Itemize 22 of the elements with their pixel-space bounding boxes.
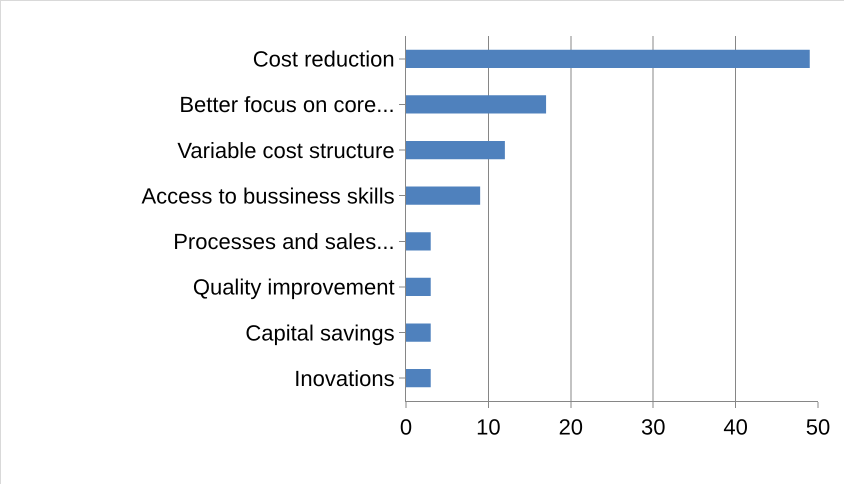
x-tick-label: 40	[723, 414, 748, 440]
x-tick-label: 30	[640, 414, 666, 440]
bar	[406, 278, 431, 296]
bar	[406, 50, 810, 68]
bar	[406, 369, 431, 388]
y-tick-label: Access to bussiness skills	[142, 183, 395, 208]
bar	[406, 95, 546, 114]
y-tick-label: Better focus on core...	[179, 92, 395, 118]
x-tick-label: 50	[806, 414, 830, 440]
bar	[406, 232, 431, 250]
bar	[406, 186, 480, 205]
bar	[406, 323, 431, 342]
y-tick-label: Processes and sales...	[173, 229, 395, 254]
bar	[406, 140, 505, 160]
y-tick-label: Capital savings	[245, 320, 395, 346]
y-tick-label: Inovations	[294, 366, 395, 391]
y-tick-label: Variable cost structure	[177, 138, 395, 163]
y-tick-label: Cost reduction	[252, 46, 395, 72]
y-tick-label: Quality improvement	[192, 274, 395, 300]
x-tick-label: 20	[558, 414, 584, 440]
x-tick-label: 0	[400, 414, 412, 440]
x-tick-label: 10	[476, 414, 501, 440]
